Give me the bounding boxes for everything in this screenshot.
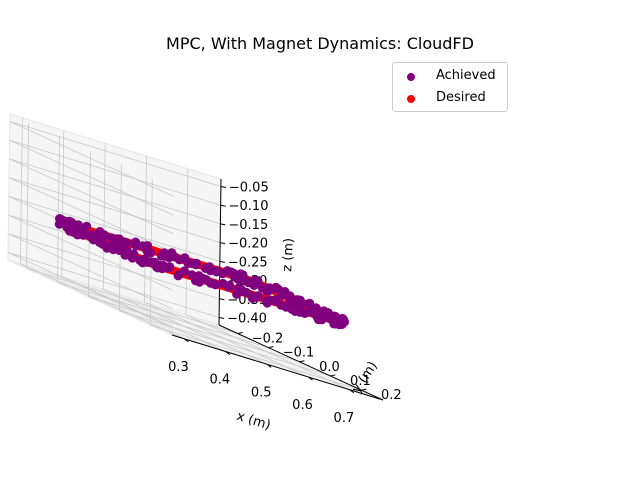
z-gridline [8,177,221,253]
achieved-point [288,303,298,313]
achieved-point [233,286,243,296]
x-tick [184,338,189,343]
legend-item-achieved: Achieved [393,67,507,87]
achieved-point [130,237,141,247]
z-tick-label: −0.40 [227,312,267,327]
achieved-point [121,237,131,248]
legend-marker-achieved [407,73,415,81]
z-tick [219,260,225,263]
achieved-point [303,299,313,309]
achieved-point [146,248,156,258]
x-tick-label: 0.4 [209,373,230,388]
x-tick-label: 0.7 [334,411,355,426]
x-tick [308,376,313,381]
achieved-point [191,259,201,269]
achieved-point [253,276,263,286]
x-tick [349,389,355,394]
achieved-point [114,245,124,255]
z-axis-line [218,178,222,326]
z-tick [220,223,226,226]
x-tick [266,363,272,368]
x-tick [225,351,231,355]
legend-item-desired: Desired [393,89,507,109]
x-tick-label: 0.3 [168,360,189,375]
z-gridline [8,233,220,310]
z-axis-label: z (m) [280,238,297,273]
legend: Achieved Desired [392,62,508,112]
x-tick-label: 0.6 [292,398,313,413]
achieved-point [173,271,183,281]
achieved-point [330,319,341,329]
achieved-point [295,295,305,305]
achieved-point [89,235,99,245]
x-axis-label: x (m) [235,409,273,433]
y-tick-label: 0.0 [319,360,340,375]
y-gridline [118,164,331,377]
z-tick [219,317,225,320]
achieved-point [276,300,286,310]
achieved-point [107,240,117,250]
y-tick [237,332,243,334]
x-tick-label: 0.5 [251,385,272,400]
y-tick-label: −0.2 [252,331,284,346]
y-tick [268,346,274,349]
y-tick [330,374,336,377]
z-tick-label: −0.15 [228,218,268,233]
y-tick [299,360,305,363]
achieved-point [324,313,334,323]
achieved-point [218,278,228,289]
achieved-point [285,291,295,301]
z-tick [220,204,226,207]
y-gridline [26,122,238,334]
z-tick-label: −0.10 [229,199,269,214]
achieved-point [187,270,197,280]
z-gridline [9,158,221,235]
achieved-point [65,217,75,227]
y-axis-line [218,324,384,401]
z-tick [219,298,225,301]
z-gridline [7,252,220,328]
z-tick [220,185,226,188]
z-gridline [9,139,221,216]
y-tick [361,388,367,391]
z-tick-label: −0.25 [228,255,268,270]
y-tick-label: 0.2 [381,388,402,403]
y-gridline [149,179,362,391]
achieved-point [313,314,324,325]
achieved-point [247,293,257,303]
y-tick-label: 0.1 [350,374,371,389]
y-gridline [57,136,269,348]
z-tick-label: −0.05 [229,180,269,195]
x-axis-line [171,334,384,401]
legend-marker-desired [407,95,415,103]
achieved-point [143,241,153,251]
z-gridline [9,121,222,197]
legend-label-achieved: Achieved [436,68,496,83]
legend-label-desired: Desired [436,90,486,105]
z-tick-label: −0.20 [228,237,268,252]
achieved-point [233,274,243,284]
achieved-point [262,298,272,308]
achieved-point [174,255,184,265]
achieved-point [241,276,251,286]
achieved-point [138,258,148,268]
y-gridline [88,150,300,363]
y-tick-label: −0.1 [283,346,315,361]
achieved-point [82,221,92,231]
chart-title: MPC, With Magnet Dynamics: CloudFD [166,34,474,53]
z-tick [220,242,226,245]
